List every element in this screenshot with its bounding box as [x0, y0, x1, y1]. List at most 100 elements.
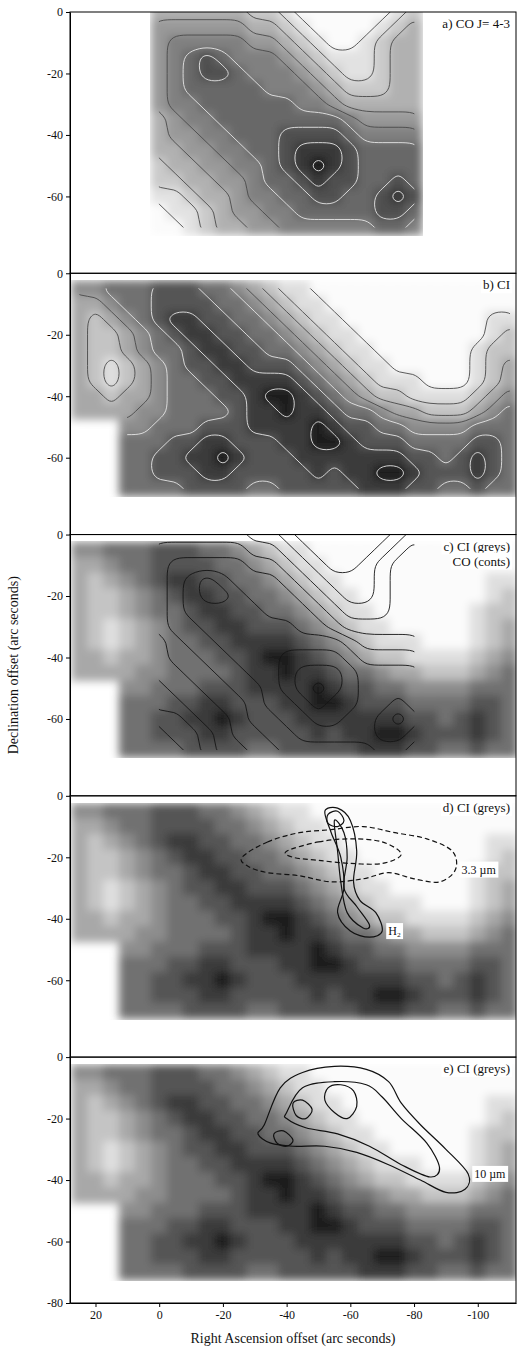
grey-cell [390, 818, 407, 834]
grey-cell [230, 988, 247, 1004]
grey-cell [183, 12, 200, 20]
grey-cell [374, 1249, 391, 1265]
grey-cell [390, 1172, 407, 1188]
grey-cell [246, 12, 263, 20]
grey-cell [453, 603, 470, 619]
grey-cell [246, 96, 263, 112]
tick-mark [66, 335, 70, 336]
grey-cell [310, 388, 327, 404]
contour-line [151, 12, 422, 235]
grey-cell [501, 603, 516, 619]
grey-cell [167, 573, 184, 589]
grey-cell [358, 573, 375, 589]
grey-cell [183, 649, 200, 665]
grey-cell [151, 434, 168, 450]
grey-cell [342, 988, 359, 1004]
grey-cell [406, 941, 423, 957]
grey-cell [501, 634, 516, 650]
grey-cell [151, 296, 168, 312]
grey-cell [485, 1095, 502, 1111]
grey-cell [469, 818, 486, 834]
grey-cell [167, 834, 184, 850]
grey-cell [422, 972, 439, 988]
contour-line [72, 281, 516, 496]
grey-cell [246, 1080, 263, 1096]
grey-cell [422, 1080, 439, 1096]
grey-cell [358, 849, 375, 865]
grey-cell [294, 173, 311, 189]
grey-cell [199, 311, 216, 327]
grey-cell [135, 957, 152, 973]
grey-cell [422, 649, 439, 665]
grey-cell [294, 926, 311, 942]
grey-cell [342, 1249, 359, 1265]
grey-cell [438, 1110, 455, 1126]
figure: 0-20-40-60a) CO J= 4-30-20-40-60b) CI0-2… [0, 0, 524, 1355]
tick-mark [66, 73, 70, 74]
panel-subtitle: CO (conts) [453, 554, 510, 569]
tick-mark [66, 1180, 70, 1181]
grey-cell [87, 1095, 104, 1111]
grey-cell [310, 219, 327, 235]
grey-cell [453, 404, 470, 420]
grey-cell [358, 281, 375, 297]
grey-cell [151, 972, 168, 988]
grey-cell [342, 127, 359, 143]
grey-cell [230, 188, 247, 204]
grey-cell [406, 849, 423, 865]
grey-cell [453, 1233, 470, 1249]
grey-cell [278, 696, 295, 712]
grey-cell [485, 1110, 502, 1126]
grey-cell [326, 573, 343, 589]
grey-cell [215, 35, 232, 51]
grey-cell [438, 849, 455, 865]
grey-cell [390, 988, 407, 1004]
grey-cell [501, 665, 516, 681]
grey-cell [230, 81, 247, 97]
grey-cell [230, 711, 247, 727]
grey-cell [278, 588, 295, 604]
grey-cell [199, 849, 216, 865]
grey-cell [135, 603, 152, 619]
grey-cell [199, 450, 216, 466]
grey-cell [215, 972, 232, 988]
grey-cell [326, 311, 343, 327]
grey-cell [199, 972, 216, 988]
grey-cell [262, 926, 279, 942]
grey-cell [151, 1157, 168, 1173]
grey-cell [501, 588, 516, 604]
grey-cell [246, 281, 263, 297]
tick-mark [66, 273, 70, 274]
grey-cell [246, 941, 263, 957]
grey-cell [119, 1095, 136, 1111]
grey-cell [390, 573, 407, 589]
grey-cell [294, 404, 311, 420]
grey-cell [469, 926, 486, 942]
grey-cell [374, 12, 391, 20]
contour-line [199, 578, 419, 742]
grey-cell [469, 742, 486, 758]
grey-cell [501, 957, 516, 973]
tick: -60 [47, 712, 70, 726]
panel: 0-20-40-60c) CI (greys)CO (conts)Declina… [6, 527, 518, 796]
grey-cell [374, 880, 391, 896]
plot-area [71, 1064, 516, 1280]
grey-cell [119, 742, 136, 758]
grey-cell [246, 311, 263, 327]
grey-cell [135, 1141, 152, 1157]
grey-cell [358, 988, 375, 1004]
grey-cell [374, 1264, 391, 1280]
grey-cell [230, 603, 247, 619]
grey-cell [469, 911, 486, 927]
grey-cell [199, 158, 216, 174]
grey-cell [453, 1249, 470, 1265]
grey-cell [183, 895, 200, 911]
grey-cell [135, 941, 152, 957]
grey-cell [103, 926, 120, 942]
grey-cell [87, 404, 104, 420]
grey-cell [199, 957, 216, 973]
grey-cell [326, 911, 343, 927]
grey-cell [246, 926, 263, 942]
grey-cell [342, 296, 359, 312]
overlay-label-group: H₂ [386, 923, 403, 939]
